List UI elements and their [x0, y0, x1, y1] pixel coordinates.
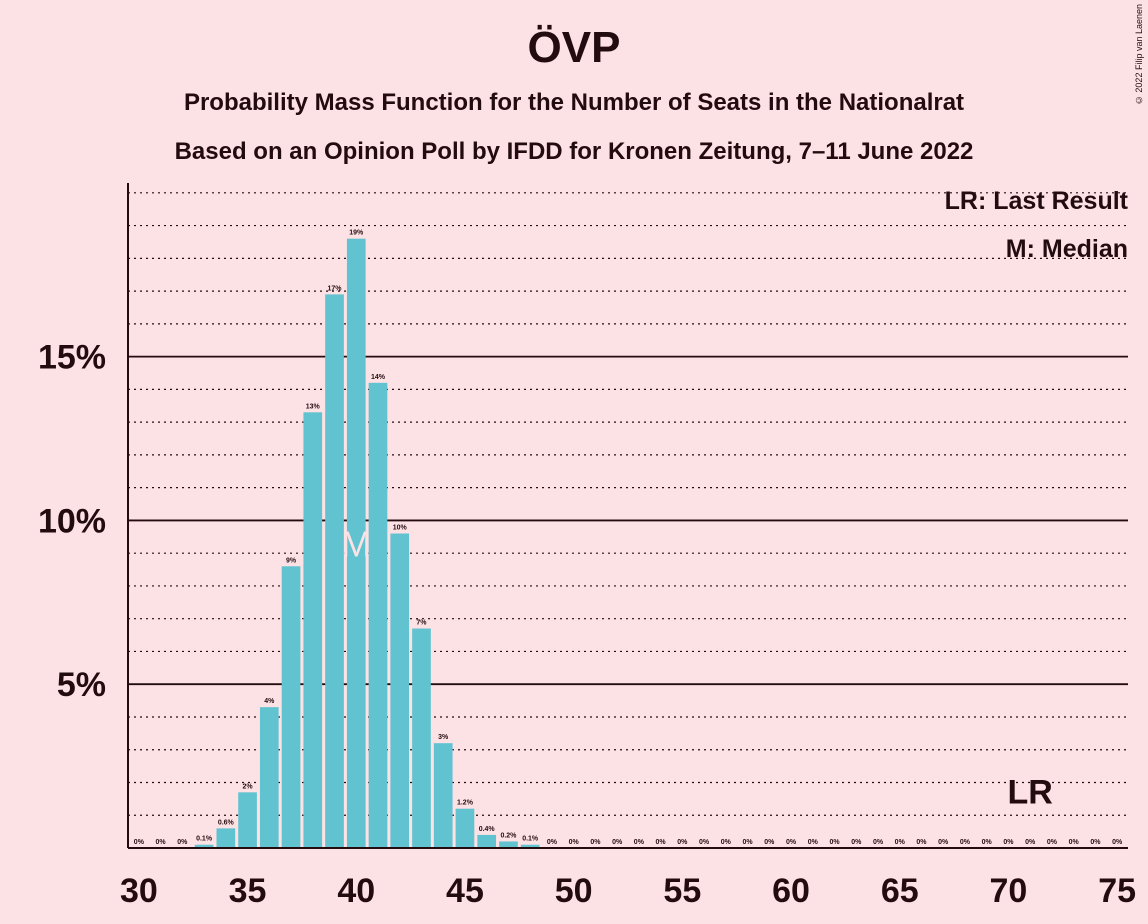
bar-value-label: 0%: [569, 839, 580, 846]
bar-value-label: 0%: [1069, 839, 1080, 846]
bar-seat-40: [346, 238, 366, 849]
x-tick-label: 35: [229, 872, 267, 910]
chart-subtitle-1: Probability Mass Function for the Number…: [183, 89, 965, 116]
x-tick-label: 55: [663, 872, 701, 910]
x-tick-label: 75: [1098, 872, 1136, 910]
bar-value-label: 0%: [1090, 839, 1101, 846]
bar-seat-48: [520, 844, 540, 848]
bar-value-label: 0%: [960, 839, 971, 846]
y-tick-label: 10%: [38, 502, 106, 540]
bar-seat-33: [194, 844, 214, 848]
bar-value-label: 0%: [1112, 839, 1123, 846]
bar-seat-41: [368, 382, 388, 848]
bar-value-label: 0%: [721, 839, 732, 846]
bar-value-label: 9%: [286, 557, 297, 564]
x-tick-label: 65: [881, 872, 919, 910]
bar-value-label: 0%: [634, 839, 645, 846]
bar-value-label: 2%: [243, 783, 254, 790]
bar-value-label: 0%: [677, 839, 688, 846]
last-result-marker: LR: [1008, 774, 1053, 812]
bar-seat-36: [259, 707, 279, 848]
x-tick-label: 50: [555, 872, 593, 910]
bar-value-label: 0%: [612, 839, 623, 846]
bar-seat-42: [390, 533, 410, 848]
bar-seat-43: [412, 628, 431, 848]
bar-value-label: 10%: [393, 525, 408, 532]
x-tick-label: 60: [772, 872, 810, 910]
bar-value-label: 0.4%: [479, 826, 496, 833]
bar-seat-44: [433, 743, 453, 848]
bar-value-label: 0%: [743, 839, 754, 846]
bar-value-label: 0%: [1003, 839, 1014, 846]
chart-title: ÖVP: [527, 23, 621, 72]
bar-value-label: 0%: [156, 839, 167, 846]
bar-value-label: 0%: [764, 839, 775, 846]
bar-value-label: 1.2%: [457, 800, 474, 807]
bar-value-label: 0%: [177, 839, 188, 846]
chart-subtitle-2: Based on an Opinion Poll by IFDD for Kro…: [174, 138, 974, 165]
bar-value-label: 19%: [349, 230, 364, 237]
x-tick-label: 70: [990, 872, 1028, 910]
bar-value-label: 13%: [306, 403, 321, 410]
bar-value-label: 0%: [1047, 839, 1058, 846]
bar-value-label: 0%: [786, 839, 797, 846]
bar-seat-34: [216, 828, 236, 848]
median-marker: M: [341, 523, 371, 564]
bar-seat-46: [477, 834, 497, 848]
bar-value-label: 0.1%: [522, 836, 539, 843]
bar-value-label: 0%: [134, 839, 145, 846]
x-tick-label: 30: [120, 872, 158, 910]
bar-seat-35: [238, 792, 257, 848]
bar-value-label: 17%: [328, 285, 343, 292]
legend-last-result: LR: Last Result: [944, 187, 1128, 215]
bar-seat-47: [499, 841, 518, 848]
bar-value-label: 0.6%: [218, 819, 235, 826]
bar-value-label: 0.2%: [500, 832, 517, 839]
bar-seat-39: [325, 294, 344, 849]
bar-value-label: 0%: [590, 839, 601, 846]
bar-value-label: 3%: [438, 734, 449, 741]
bar-value-label: 0%: [1025, 839, 1036, 846]
y-tick-label: 5%: [57, 666, 106, 704]
bar-value-label: 0%: [895, 839, 906, 846]
bar-value-label: 7%: [416, 620, 427, 627]
bar-value-label: 0%: [699, 839, 710, 846]
bar-value-label: 0%: [656, 839, 667, 846]
bar-value-label: 0%: [873, 839, 884, 846]
bar-value-label: 0%: [916, 839, 927, 846]
bar-seat-38: [303, 412, 323, 848]
bar-value-label: 0%: [851, 839, 862, 846]
bar-value-label: 4%: [264, 698, 275, 705]
bar-seat-37: [281, 566, 301, 848]
bar-value-label: 0%: [829, 839, 840, 846]
bar-value-label: 0%: [938, 839, 949, 846]
bar-value-label: 0%: [982, 839, 993, 846]
x-tick-label: 40: [337, 872, 375, 910]
x-tick-label: 45: [446, 872, 484, 910]
bar-value-label: 0%: [808, 839, 819, 846]
bar-value-label: 0.1%: [196, 836, 213, 843]
bar-value-label: 14%: [371, 374, 386, 381]
bar-seat-45: [455, 808, 475, 848]
bar-value-label: 0%: [547, 839, 558, 846]
y-tick-label: 15%: [38, 339, 106, 377]
